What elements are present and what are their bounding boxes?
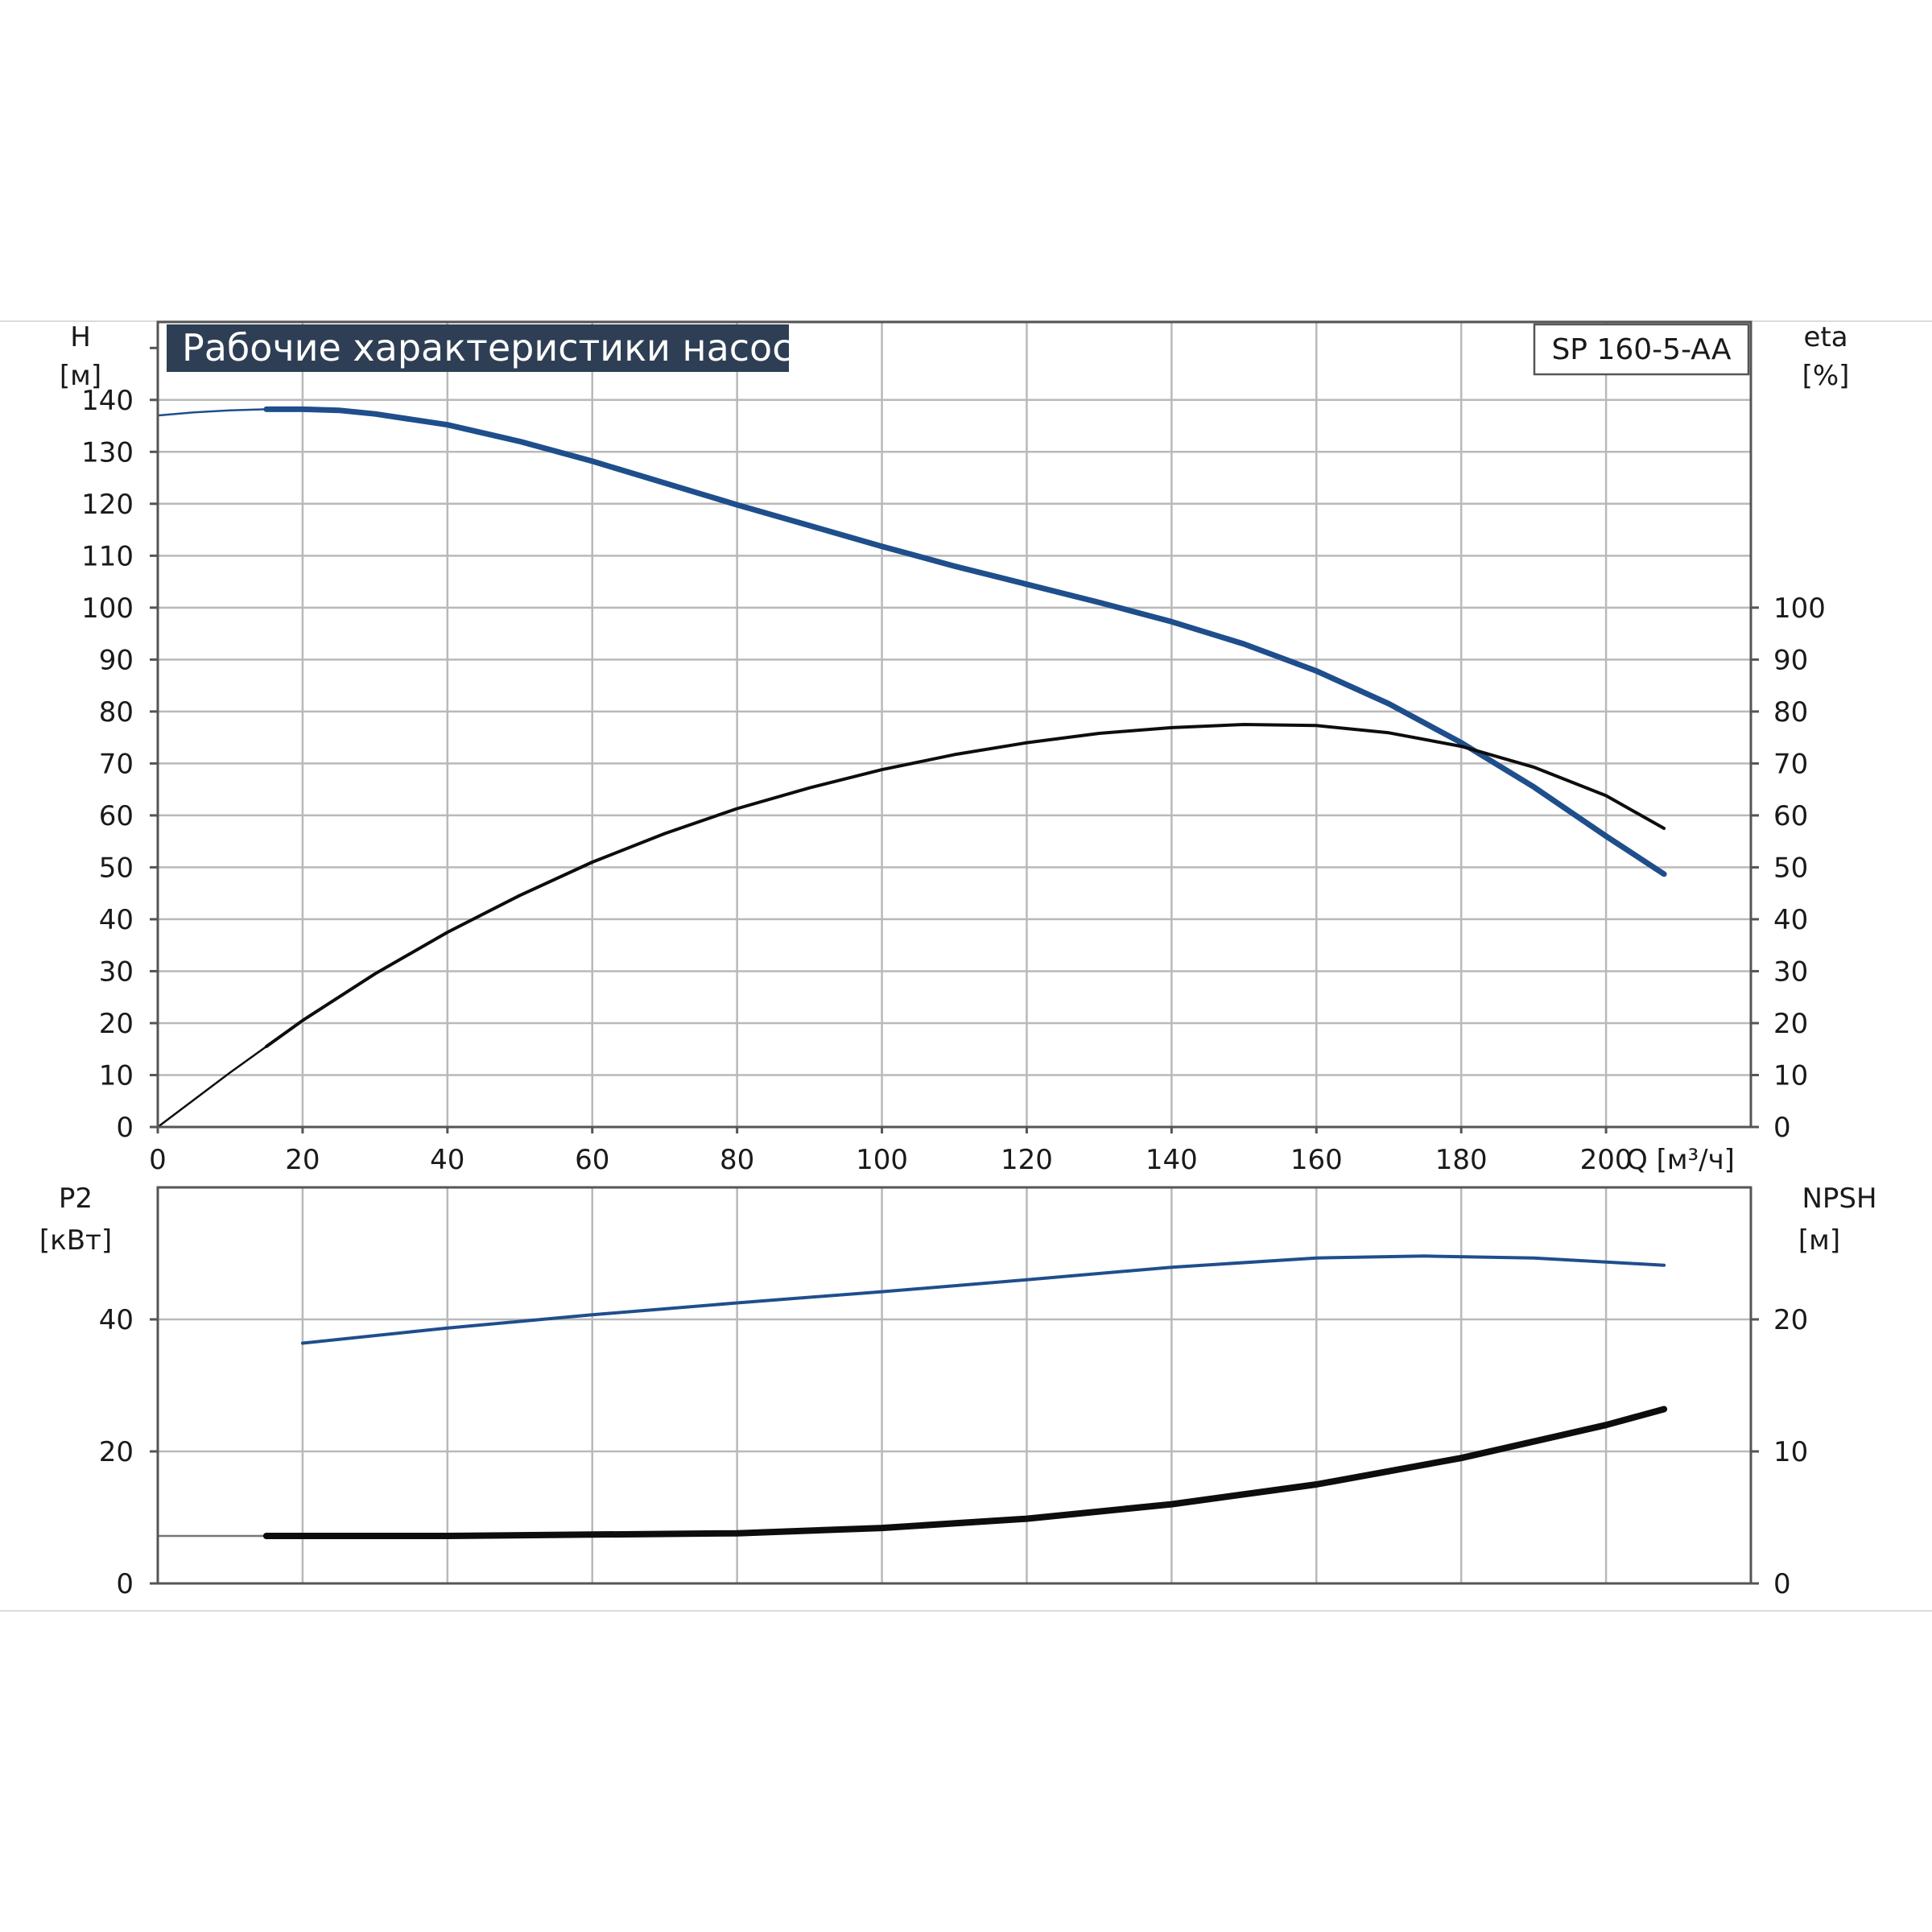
- lower-right-tick-label: 10: [1773, 1436, 1808, 1468]
- model-label-frame: [1533, 323, 1750, 376]
- lower-left-tick-label: 0: [116, 1568, 134, 1600]
- lower-left-tick-label: 40: [99, 1304, 134, 1336]
- upper-right-tick-label: 70: [1773, 748, 1808, 780]
- upper-right-tick-label: 20: [1773, 1008, 1808, 1040]
- p2-axis-name: P2: [59, 1183, 93, 1215]
- x-tick-label: 60: [575, 1144, 609, 1176]
- chart-title-box: Рабочие характеристики насоса: [167, 324, 815, 372]
- x-tick-label: 120: [1001, 1144, 1053, 1176]
- x-tick-label: 200: [1580, 1144, 1633, 1176]
- upper-right-tick-label: 40: [1773, 904, 1808, 936]
- x-tick-label: 100: [856, 1144, 908, 1176]
- p2-axis-unit: [кВт]: [39, 1224, 112, 1257]
- upper-grid: [158, 322, 1751, 1127]
- npsh-axis-unit: [м]: [1798, 1224, 1840, 1257]
- upper-left-tick-label: 50: [99, 852, 134, 884]
- upper-plot-frame: [156, 320, 1752, 1129]
- x-tick-label: 80: [720, 1144, 754, 1176]
- upper-right-tick-label: 30: [1773, 956, 1808, 988]
- upper-left-tick-label: 10: [99, 1059, 134, 1092]
- upper-axes: 0 10 20 30 40 50 60 70 80 90 100 110 120 130 140 0 10 20 3…: [81, 320, 1826, 1176]
- upper-right-tick-label: 100: [1773, 592, 1826, 625]
- upper-left-tick-label: 0: [116, 1112, 134, 1144]
- lower-right-tick-label: 20: [1773, 1304, 1808, 1336]
- upper-right-tick-label: 90: [1773, 644, 1808, 676]
- model-label-box: SP 160-5-AA: [1533, 323, 1750, 376]
- upper-right-tick-label: 10: [1773, 1059, 1808, 1092]
- lower-plot-frame: [156, 1186, 1752, 1585]
- upper-left-tick-label: 100: [81, 592, 134, 625]
- upper-series-1-line: [264, 723, 1666, 1048]
- x-tick-label: 0: [149, 1144, 167, 1176]
- upper-series-1-line-start: [156, 1045, 268, 1129]
- x-tick-label: 140: [1146, 1144, 1198, 1176]
- upper-series: [156, 406, 1667, 1129]
- x-tick-label: 180: [1435, 1144, 1488, 1176]
- upper-left-tick-label: 80: [99, 696, 134, 729]
- upper-left-tick-label: 90: [99, 644, 134, 676]
- q-axis-label: Q [м³/ч]: [1626, 1144, 1735, 1176]
- upper-left-tick-label: 60: [99, 800, 134, 832]
- lower-series-1-line: [262, 1406, 1668, 1539]
- x-tick-label: 20: [285, 1144, 320, 1176]
- upper-left-tick-label: 130: [81, 436, 134, 469]
- eta-axis-name: eta: [1803, 321, 1847, 353]
- h-axis-unit: [м]: [60, 360, 101, 392]
- npsh-axis-name: NPSH: [1802, 1183, 1876, 1215]
- lower-left-tick-label: 20: [99, 1436, 134, 1468]
- upper-left-tick-label: 110: [81, 540, 134, 572]
- upper-left-tick-label: 30: [99, 956, 134, 988]
- chart-title-background: [167, 324, 789, 372]
- x-tick-label: 40: [430, 1144, 464, 1176]
- model-label: SP 160-5-AA: [1551, 333, 1731, 366]
- lower-series: [156, 1254, 1668, 1539]
- upper-left-tick-label: 20: [99, 1008, 134, 1040]
- upper-right-tick-label: 60: [1773, 800, 1808, 832]
- upper-left-tick-label: 120: [81, 489, 134, 521]
- upper-right-tick-label: 50: [1773, 852, 1808, 884]
- lower-axes: 0 20 40 0 10 20: [99, 1186, 1808, 1600]
- upper-series-0-line-start: [156, 408, 268, 417]
- h-axis-name: H: [70, 321, 91, 353]
- x-tick-label: 160: [1290, 1144, 1343, 1176]
- upper-right-tick-label: 80: [1773, 696, 1808, 729]
- eta-axis-unit: [%]: [1802, 360, 1850, 392]
- lower-right-tick-label: 0: [1773, 1568, 1791, 1600]
- chart-title: Рабочие характеристики насоса: [182, 326, 815, 369]
- upper-series-0-line: [263, 406, 1667, 877]
- upper-right-tick-label: 0: [1773, 1112, 1791, 1144]
- upper-left-tick-label: 140: [81, 385, 134, 417]
- upper-left-tick-label: 40: [99, 904, 134, 936]
- upper-left-tick-label: 70: [99, 748, 134, 780]
- lower-series-0-line: [300, 1254, 1666, 1345]
